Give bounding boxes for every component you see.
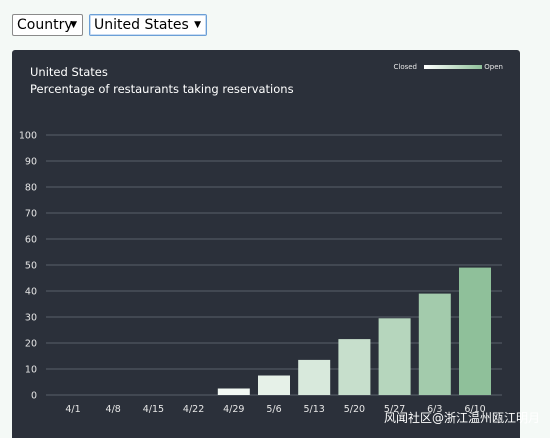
country-type-select-value: Country xyxy=(17,17,73,33)
y-tick-label: 90 xyxy=(25,157,37,168)
country-type-select[interactable]: Country ▼ xyxy=(12,14,83,36)
x-tick-label: 5/20 xyxy=(344,404,365,415)
y-tick-label: 30 xyxy=(25,313,37,324)
x-tick-label: 4/22 xyxy=(183,404,204,415)
legend-gradient-bar xyxy=(424,65,482,69)
x-tick-label: 4/15 xyxy=(143,404,164,415)
watermark: 风闻社区@浙江温州瓯江明月 xyxy=(383,411,540,425)
y-tick-label: 40 xyxy=(25,287,37,298)
x-tick-label: 6/10 xyxy=(464,404,485,415)
chart-card: United States Percentage of restaurants … xyxy=(12,50,520,438)
bar xyxy=(217,388,250,395)
chart-title: United States xyxy=(30,65,108,79)
y-tick-label: 60 xyxy=(25,235,37,246)
bar xyxy=(459,267,491,395)
x-tick-label: 4/1 xyxy=(65,404,80,415)
legend-open-label: Open xyxy=(484,63,503,71)
x-tick-label: 5/6 xyxy=(266,404,281,415)
country-value-select[interactable]: United States ▼ xyxy=(89,14,207,36)
x-tick-label: 5/27 xyxy=(384,404,405,415)
chart-subtitle: Percentage of restaurants taking reserva… xyxy=(30,82,294,96)
y-tick-label: 80 xyxy=(25,183,37,194)
bar xyxy=(378,318,411,395)
legend-closed-label: Closed xyxy=(393,63,417,71)
x-tick-label: 4/29 xyxy=(223,404,244,415)
dropdown-arrow-icon: ▼ xyxy=(194,20,201,30)
y-tick-label: 20 xyxy=(25,339,37,350)
dropdown-arrow-icon: ▼ xyxy=(70,20,77,30)
bar xyxy=(258,375,290,395)
y-tick-label: 10 xyxy=(25,365,37,376)
x-tick-label: 4/8 xyxy=(106,404,121,415)
y-tick-label: 50 xyxy=(25,261,37,272)
y-tick-label: 70 xyxy=(25,209,37,220)
bar-chart: 0 10 20 30 40 50 60 70 80 90 100 4/1 4/8 4/15 4/22 4/29… xyxy=(19,131,502,415)
y-tick-label: 0 xyxy=(31,391,37,402)
bar xyxy=(418,293,451,395)
x-tick-label: 5/13 xyxy=(304,404,325,415)
bar xyxy=(338,339,371,395)
y-tick-label: 100 xyxy=(19,131,37,142)
x-tick-label: 6/3 xyxy=(427,404,442,415)
bar xyxy=(298,359,331,395)
country-value-select-value: United States xyxy=(94,17,189,33)
